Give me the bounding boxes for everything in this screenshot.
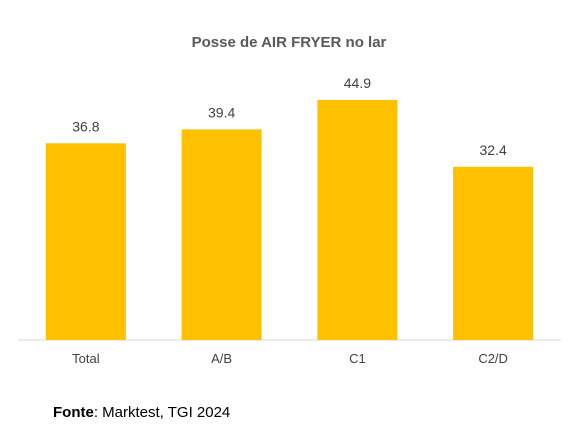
data-label: 39.4 — [208, 104, 235, 120]
bar-a-b — [181, 129, 262, 340]
data-label: 44.9 — [344, 75, 371, 91]
x-tick-label: C1 — [349, 351, 366, 366]
x-tick-label: C2/D — [478, 351, 508, 366]
bar-series: 36.8 Total 39.4 A/B 44.9 C1 32.4 C2/D — [45, 75, 534, 366]
chart-title: Posse de AIR FRYER no lar — [192, 34, 387, 51]
bar-c2-d — [453, 166, 534, 340]
data-label: 32.4 — [480, 142, 507, 158]
source-text: : Marktest, TGI 2024 — [93, 404, 231, 421]
bar-c1 — [317, 100, 398, 340]
source-label: Fonte — [53, 404, 94, 421]
bar-total — [45, 143, 126, 340]
x-tick-label: A/B — [211, 351, 232, 366]
source-note: Fonte: Marktest, TGI 2024 — [53, 404, 230, 421]
data-label: 36.8 — [72, 118, 99, 134]
x-tick-label: Total — [72, 351, 100, 366]
